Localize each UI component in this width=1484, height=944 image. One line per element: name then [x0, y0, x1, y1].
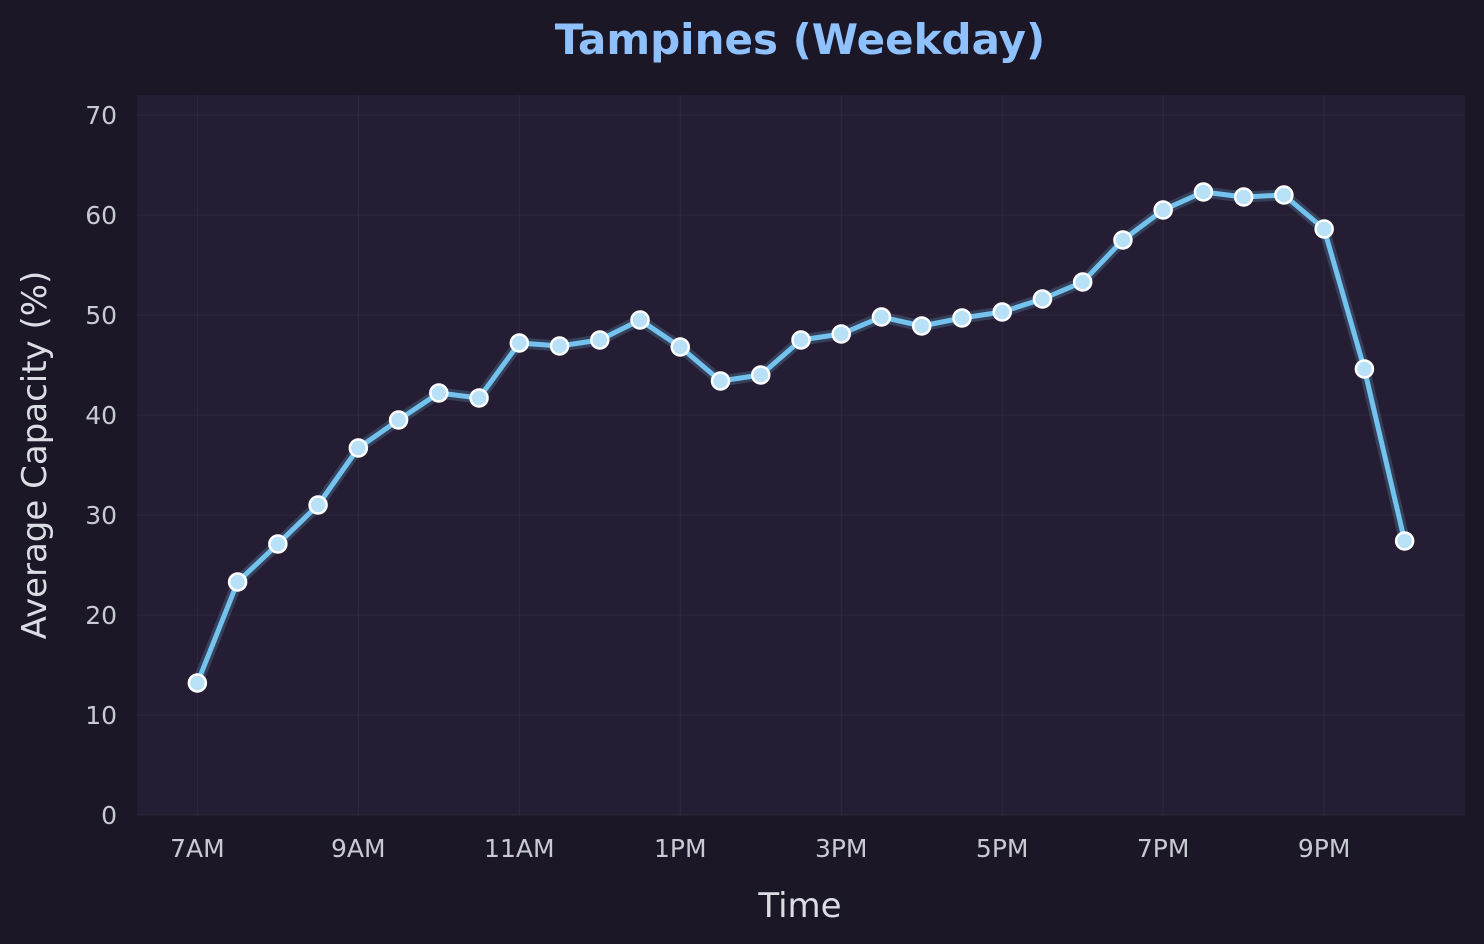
data-point: [952, 308, 972, 328]
x-tick-label: 7PM: [1137, 834, 1190, 863]
data-point: [911, 316, 932, 336]
x-tick-label: 7AM: [170, 834, 225, 863]
y-tick-label: 50: [85, 301, 117, 330]
data-point: [187, 673, 208, 693]
y-tick-label: 0: [101, 801, 117, 830]
y-tick-label: 30: [85, 501, 117, 530]
data-point: [227, 572, 248, 592]
data-point: [1072, 272, 1093, 292]
data-point: [1394, 531, 1415, 551]
x-tick-label: 9AM: [331, 834, 386, 863]
data-point: [1274, 185, 1294, 205]
y-tick-label: 70: [85, 101, 117, 130]
y-tick-label: 10: [85, 701, 117, 730]
data-point: [751, 365, 771, 385]
data-point: [348, 438, 369, 458]
data-point: [831, 324, 851, 344]
x-axis-label: Time: [757, 886, 841, 926]
x-tick-label: 9PM: [1298, 834, 1351, 863]
y-tick-label: 20: [85, 601, 117, 630]
data-point: [1354, 359, 1375, 379]
data-point: [710, 371, 731, 391]
data-point: [1233, 187, 1254, 207]
data-point: [670, 337, 691, 357]
data-point: [1032, 289, 1053, 309]
data-point: [388, 410, 409, 430]
data-point: [469, 388, 489, 408]
y-tick-label: 60: [85, 201, 117, 230]
data-point: [308, 495, 328, 515]
y-axis-label: Average Capacity (%): [15, 271, 55, 640]
data-point: [992, 302, 1012, 322]
data-points: [187, 182, 1415, 693]
y-tick-label: 40: [85, 401, 117, 430]
data-point: [1193, 182, 1214, 202]
data-point: [630, 310, 650, 330]
data-point: [1113, 230, 1133, 250]
x-tick-label: 3PM: [815, 834, 868, 863]
data-point: [590, 330, 610, 350]
x-tick-label: 11AM: [484, 834, 554, 863]
data-point: [549, 336, 570, 356]
data-point: [1153, 200, 1173, 220]
x-axis-ticks: 7AM 9AM 11AM 1PM 3PM 5PM 7PM 9PM: [170, 834, 1350, 863]
data-point: [429, 383, 449, 403]
y-axis-ticks: 0 10 20 30 40 50 60 70: [85, 101, 117, 830]
x-tick-label: 1PM: [654, 834, 707, 863]
x-tick-label: 5PM: [976, 834, 1029, 863]
data-point: [268, 534, 288, 554]
data-point: [871, 307, 892, 327]
chart-title: Tampines (Weekday): [555, 15, 1045, 64]
data-point: [1314, 219, 1334, 239]
data-point: [791, 330, 811, 350]
data-point: [509, 333, 530, 353]
plot-area: [137, 95, 1465, 815]
